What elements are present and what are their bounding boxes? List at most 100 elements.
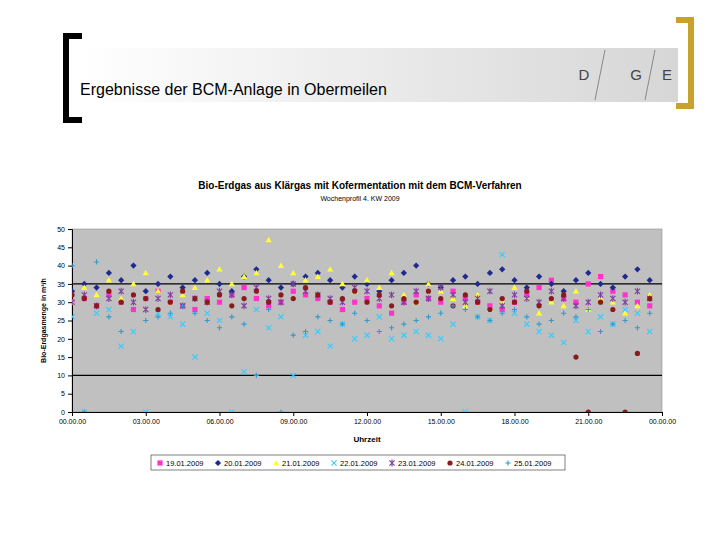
data-point [450,303,455,308]
series-1 [72,262,653,294]
data-point [413,299,419,304]
y-tick-label: 40 [57,262,65,269]
y-tick-mark [68,375,72,376]
data-point [401,322,406,327]
data-point [389,292,394,299]
data-point [278,300,283,305]
data-point [389,325,394,330]
x-tick-mark [367,412,368,416]
data-point [426,333,431,338]
data-point [586,329,591,334]
data-point [647,277,653,283]
data-point [106,314,111,319]
data-point [536,310,542,315]
data-point [303,285,308,290]
data-point [573,314,578,319]
data-point [561,340,566,345]
data-point [388,270,394,275]
legend-marker [447,460,452,465]
data-point [205,311,210,316]
y-tick: 35 [57,281,72,288]
x-tick-label: 03.00.00 [133,418,160,425]
data-point [450,303,455,308]
data-point [155,307,160,312]
data-point [168,311,173,316]
data-point [352,289,357,294]
y-tick-label: 10 [57,372,65,379]
left-bracket [66,36,82,120]
data-point [315,329,320,334]
data-point [241,273,247,279]
data-point [426,296,431,301]
data-point [389,336,394,341]
data-point [266,325,271,330]
x-tick: 00.00.00 [649,412,676,425]
legend-marker [273,460,279,465]
y-tick-label: 20 [57,336,65,343]
data-point [217,325,222,330]
data-point [598,274,603,279]
data-point [426,314,431,319]
data-point [414,288,419,295]
y-tick-label: 30 [57,299,65,306]
data-point [413,262,419,268]
data-point [82,296,87,301]
series-0 [72,274,652,316]
data-point [291,333,296,338]
data-point [414,329,419,334]
data-point [610,322,615,327]
data-point [241,273,247,278]
data-point [328,300,333,305]
y-tick-mark [68,357,72,358]
data-point [536,285,541,290]
data-point [487,307,492,312]
data-point [253,270,259,275]
logo-divider [645,50,655,100]
x-tick-label: 21.00.00 [575,418,602,425]
data-point [635,351,640,356]
data-point [143,296,148,301]
data-point [192,311,197,316]
data-point [155,289,160,294]
data-point [229,409,234,412]
data-point [82,296,87,301]
y-tick: 10 [57,372,72,379]
x-tick: 09.00.00 [280,412,307,425]
y-tick-mark [68,339,72,340]
x-tick-label: 18.00.00 [501,418,528,425]
x-tick: 06.00.00 [206,412,233,425]
data-point [623,299,628,306]
data-point [536,322,541,327]
data-point [389,303,394,308]
data-point [81,284,87,289]
data-point [512,307,517,312]
data-point [254,307,259,312]
data-point [524,295,529,302]
data-point [647,311,652,316]
data-point [500,302,505,309]
data-point [93,284,99,290]
data-point [339,281,345,286]
data-point [131,299,136,306]
data-point [82,409,87,412]
data-point [229,292,234,299]
data-point [610,284,616,290]
data-point [352,300,357,305]
data-point [463,409,468,412]
plot-marks [72,237,662,412]
data-point [131,307,136,312]
y-tick: 45 [57,244,72,251]
data-point [622,273,628,279]
data-point [524,322,529,327]
series-2 [72,237,653,316]
data-point [635,325,640,330]
y-tick-mark [68,394,72,395]
data-point [241,322,246,327]
x-tick-label: 06.00.00 [206,418,233,425]
y-tick: 30 [57,299,72,306]
y-tick-mark [68,247,72,248]
data-point [278,299,283,306]
data-point [610,322,615,327]
data-point [278,284,284,290]
x-tick-label: 15.00.00 [428,418,455,425]
